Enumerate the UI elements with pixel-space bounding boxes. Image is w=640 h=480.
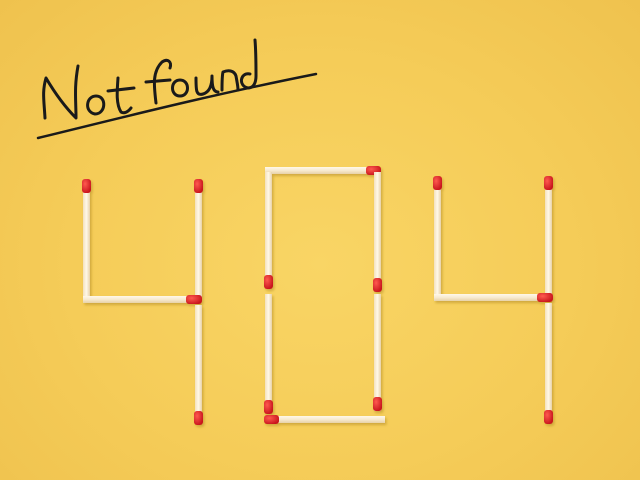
digit-4-right: [433, 176, 553, 424]
digit-0: [264, 166, 385, 424]
digit-4-left: [82, 179, 203, 425]
